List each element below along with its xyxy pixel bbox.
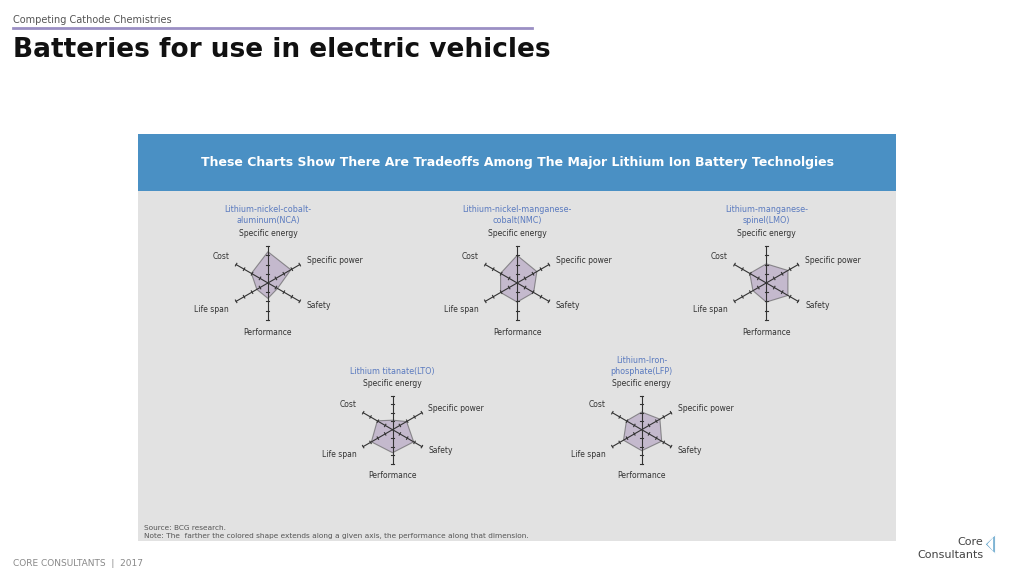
Text: Specific power: Specific power — [307, 256, 362, 265]
Polygon shape — [252, 252, 291, 298]
Polygon shape — [985, 535, 995, 554]
Text: Life span: Life span — [195, 305, 229, 314]
Polygon shape — [372, 420, 414, 453]
Text: Competing Cathode Chemistries: Competing Cathode Chemistries — [13, 15, 172, 25]
Text: Specific energy: Specific energy — [737, 229, 796, 238]
Text: Safety: Safety — [556, 301, 581, 310]
Text: Life span: Life span — [443, 305, 478, 314]
Text: Lithium-nickel-manganese-
cobalt(NMC): Lithium-nickel-manganese- cobalt(NMC) — [463, 205, 571, 225]
Polygon shape — [624, 412, 662, 450]
Text: Lithium-Iron-
phosphate(LFP): Lithium-Iron- phosphate(LFP) — [610, 356, 673, 376]
Text: Specific energy: Specific energy — [364, 380, 422, 388]
Text: Safety: Safety — [805, 301, 829, 310]
Polygon shape — [987, 537, 993, 551]
Text: Batteries for use in electric vehicles: Batteries for use in electric vehicles — [13, 37, 551, 63]
Text: Safety: Safety — [428, 446, 453, 455]
Text: Performance: Performance — [617, 471, 666, 480]
Text: Specific power: Specific power — [428, 404, 484, 414]
Text: Specific power: Specific power — [805, 256, 861, 265]
Polygon shape — [501, 255, 537, 302]
Text: Cost: Cost — [589, 400, 606, 409]
Text: Specific energy: Specific energy — [612, 380, 671, 388]
Polygon shape — [750, 264, 787, 302]
Text: These Charts Show There Are Tradeoffs Among The Major Lithium Ion Battery Techno: These Charts Show There Are Tradeoffs Am… — [201, 156, 834, 169]
FancyBboxPatch shape — [138, 134, 896, 541]
Text: Performance: Performance — [493, 328, 542, 337]
Text: Lithium-nickel-cobalt-
aluminum(NCA): Lithium-nickel-cobalt- aluminum(NCA) — [224, 205, 311, 225]
Text: Lithium titanate(LTO): Lithium titanate(LTO) — [350, 367, 435, 376]
Text: CORE CONSULTANTS  |  2017: CORE CONSULTANTS | 2017 — [13, 559, 143, 568]
Text: Specific energy: Specific energy — [239, 229, 297, 238]
Text: Life span: Life span — [692, 305, 727, 314]
Text: Performance: Performance — [244, 328, 292, 337]
Text: Performance: Performance — [369, 471, 417, 480]
Text: Specific power: Specific power — [678, 404, 733, 414]
Text: Performance: Performance — [742, 328, 791, 337]
Text: Cost: Cost — [711, 252, 727, 260]
Text: Lithium-manganese-
spinel(LMO): Lithium-manganese- spinel(LMO) — [725, 205, 808, 225]
Text: Safety: Safety — [678, 446, 702, 455]
Text: Cost: Cost — [212, 252, 229, 260]
Text: Cost: Cost — [340, 400, 356, 409]
Text: Cost: Cost — [462, 252, 478, 260]
Text: Specific power: Specific power — [556, 256, 611, 265]
FancyBboxPatch shape — [138, 134, 896, 191]
Text: Life span: Life span — [322, 450, 356, 459]
Text: Safety: Safety — [307, 301, 331, 310]
Text: Specific energy: Specific energy — [487, 229, 547, 238]
Text: Core
Consultants: Core Consultants — [916, 537, 983, 559]
Text: Life span: Life span — [571, 450, 606, 459]
Text: Source: BCG research.
Note: The  farther the colored shape extends along a given: Source: BCG research. Note: The farther … — [144, 525, 529, 539]
